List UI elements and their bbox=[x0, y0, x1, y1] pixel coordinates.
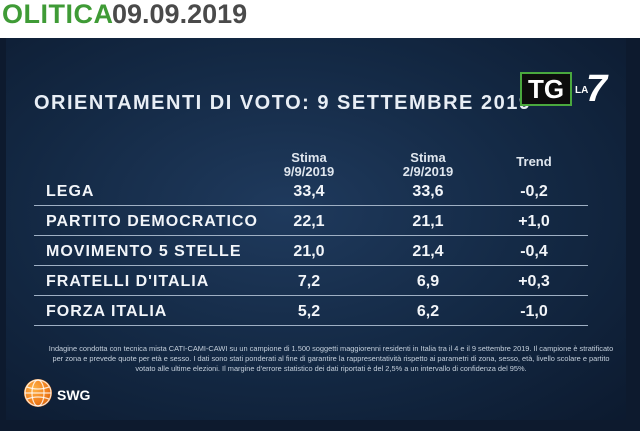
value-trend: -1,0 bbox=[520, 303, 548, 320]
value-trend: +0,3 bbox=[518, 273, 550, 290]
swg-logo: SWG bbox=[24, 379, 104, 411]
poll-panel: ORIENTAMENTI DI VOTO: 9 SETTEMBRE 2019 T… bbox=[6, 38, 626, 420]
table-row: FRATELLI D'ITALIA 7,2 6,9 +0,3 bbox=[34, 267, 588, 296]
value-stima-9-9: 21,0 bbox=[293, 243, 325, 260]
value-stima-2-9: 6,2 bbox=[416, 303, 440, 320]
column-header-line: 9/9/2019 bbox=[283, 164, 335, 179]
party-name: FORZA ITALIA bbox=[46, 303, 168, 320]
party-name: MOVIMENTO 5 STELLE bbox=[46, 243, 242, 260]
table-row: PARTITO DEMOCRATICO 22,1 21,1 +1,0 bbox=[34, 207, 588, 236]
value-trend: +1,0 bbox=[518, 213, 550, 230]
value-stima-2-9: 21,4 bbox=[412, 243, 444, 260]
column-header-stima-9-9: Stima 9/9/2019 bbox=[269, 151, 349, 179]
party-name: LEGA bbox=[46, 183, 95, 200]
table-row: MOVIMENTO 5 STELLE 21,0 21,4 -0,4 bbox=[34, 237, 588, 266]
column-header-line: Trend bbox=[516, 154, 552, 169]
value-stima-9-9: 22,1 bbox=[293, 213, 325, 230]
page-header: OLITICA 09.09.2019 bbox=[0, 0, 640, 38]
column-header-line: Stima bbox=[410, 150, 446, 165]
party-name: PARTITO DEMOCRATICO bbox=[46, 213, 258, 230]
column-header-line: 2/9/2019 bbox=[402, 164, 454, 179]
logo-seven: 7 bbox=[586, 68, 608, 110]
logo-la: LA bbox=[575, 85, 589, 96]
table-row: LEGA 33,4 33,6 -0,2 bbox=[34, 177, 588, 206]
column-header-stima-2-9: Stima 2/9/2019 bbox=[388, 151, 468, 179]
tg-la7-logo: TG LA 7 bbox=[520, 68, 615, 110]
tg-logo-box: TG bbox=[520, 72, 572, 106]
value-stima-2-9: 6,9 bbox=[416, 273, 440, 290]
party-name: FRATELLI D'ITALIA bbox=[46, 273, 210, 290]
value-trend: -0,4 bbox=[520, 243, 548, 260]
section-title: OLITICA bbox=[2, 0, 114, 29]
header-date: 09.09.2019 bbox=[112, 0, 248, 29]
table-row: FORZA ITALIA 5,2 6,2 -1,0 bbox=[34, 297, 588, 326]
column-header-trend: Trend bbox=[494, 155, 574, 169]
value-stima-2-9: 33,6 bbox=[412, 183, 444, 200]
source-label: SWG bbox=[57, 387, 91, 403]
methodology-note: Indagine condotta con tecnica mista CATI… bbox=[48, 344, 614, 373]
broadcast-frame: ORIENTAMENTI DI VOTO: 9 SETTEMBRE 2019 T… bbox=[0, 38, 640, 431]
value-stima-9-9: 7,2 bbox=[297, 273, 321, 290]
column-header-line: Stima bbox=[291, 150, 327, 165]
globe-icon bbox=[24, 379, 52, 407]
value-stima-9-9: 5,2 bbox=[297, 303, 321, 320]
value-trend: -0,2 bbox=[520, 183, 548, 200]
value-stima-9-9: 33,4 bbox=[293, 183, 325, 200]
poll-title: ORIENTAMENTI DI VOTO: 9 SETTEMBRE 2019 bbox=[34, 92, 532, 114]
value-stima-2-9: 21,1 bbox=[412, 213, 444, 230]
